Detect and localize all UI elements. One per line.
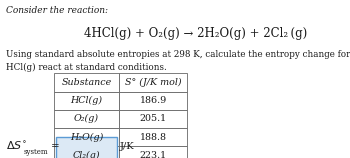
Text: 186.9: 186.9	[140, 96, 167, 105]
FancyBboxPatch shape	[56, 137, 117, 158]
Text: 205.1: 205.1	[140, 114, 167, 123]
Text: Consider the reaction:: Consider the reaction:	[6, 6, 108, 15]
Text: O₂(g): O₂(g)	[74, 114, 99, 123]
Bar	[119, 92, 187, 110]
Bar	[119, 146, 187, 158]
Text: 4HCl(g) + O₂(g) → 2H₂O(g) + 2Cl₂ (g): 4HCl(g) + O₂(g) → 2H₂O(g) + 2Cl₂ (g)	[84, 27, 307, 40]
Bar	[54, 128, 119, 146]
Text: 188.8: 188.8	[140, 133, 167, 142]
Bar	[119, 73, 187, 92]
Bar	[119, 128, 187, 146]
Text: 223.1: 223.1	[140, 151, 167, 158]
Text: H₂O(g): H₂O(g)	[70, 133, 103, 142]
Bar	[54, 73, 119, 92]
Text: S° (J/K mol): S° (J/K mol)	[125, 78, 181, 87]
Text: system: system	[24, 149, 48, 156]
Text: Using standard absolute entropies at 298 K, calculate the entropy change for the: Using standard absolute entropies at 298…	[6, 50, 350, 59]
Text: HCl(g): HCl(g)	[71, 96, 103, 105]
Bar	[54, 110, 119, 128]
Text: J/K: J/K	[120, 142, 134, 151]
Bar	[54, 92, 119, 110]
Text: =: =	[51, 142, 60, 151]
Text: $\Delta S^{\circ}$: $\Delta S^{\circ}$	[6, 140, 27, 152]
Text: Substance: Substance	[62, 78, 112, 87]
Bar	[119, 110, 187, 128]
Text: Cl₂(g): Cl₂(g)	[73, 151, 100, 158]
Bar	[54, 146, 119, 158]
Text: HCl(g) react at standard conditions.: HCl(g) react at standard conditions.	[6, 63, 167, 72]
